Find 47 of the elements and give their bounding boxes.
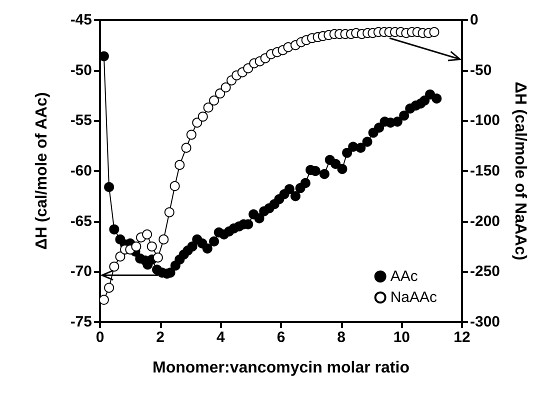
y2-tick-label: -300: [470, 314, 500, 330]
x-tick-label: 12: [454, 329, 470, 346]
y-tick-label: -55: [70, 112, 92, 130]
point: [98, 294, 109, 305]
y-tick-label: -65: [70, 212, 92, 230]
x-tick-label: 4: [216, 329, 226, 346]
legend-label: AAc: [390, 268, 418, 285]
point: [170, 181, 180, 192]
point: [198, 112, 208, 122]
y-tick-label: -70: [70, 263, 92, 280]
y2-axis-title: ΔH (cal/mole of NaAAc): [512, 82, 528, 260]
point: [174, 160, 185, 170]
y2-tick-label: -250: [470, 263, 500, 280]
y-tick-label: -45: [70, 12, 92, 28]
y2-tick-label: -200: [470, 212, 500, 230]
y2-tick-label: -150: [470, 162, 500, 180]
legend-label: NaAAc: [390, 289, 438, 306]
point: [152, 252, 163, 263]
x-tick-label: 2: [156, 329, 165, 346]
point: [215, 88, 226, 98]
x-axis-title: Monomer:vancomycin molar ratio: [152, 360, 410, 376]
point: [181, 142, 192, 153]
point: [146, 242, 157, 252]
point: [164, 207, 174, 218]
y2-tick-label: -100: [470, 112, 500, 130]
point: [186, 130, 196, 140]
point: [220, 82, 231, 92]
point: [429, 27, 440, 38]
point: [109, 262, 120, 272]
y2-tick-label: -50: [470, 62, 492, 79]
x-tick-label: 0: [96, 329, 104, 346]
y-tick-label: -60: [70, 162, 92, 180]
point: [142, 229, 152, 240]
point: [131, 242, 142, 252]
point: [209, 96, 220, 106]
x-tick-label: 6: [276, 329, 286, 346]
y-tick-label: -75: [70, 314, 92, 330]
point: [158, 234, 169, 244]
point: [115, 252, 126, 262]
y-axis-title: ΔH (cal/mole of AAc): [34, 92, 50, 250]
point: [203, 102, 214, 113]
y2-tick-label: 0: [470, 12, 478, 28]
x-tick-label: 10: [393, 329, 410, 346]
x-tick-label: 8: [337, 329, 346, 346]
y-tick-label: -50: [70, 62, 92, 79]
point: [104, 282, 114, 293]
point: [192, 118, 202, 128]
